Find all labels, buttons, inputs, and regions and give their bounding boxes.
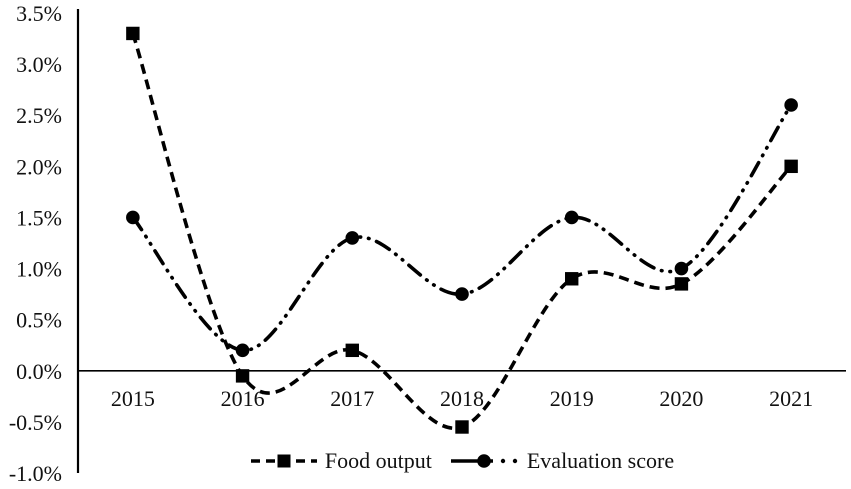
legend-label-evaluation-score: Evaluation score [526,448,675,473]
food-output-marker [235,369,250,383]
food-output-line [131,32,793,430]
food-output-marker [345,343,359,358]
evaluation-score-marker [674,261,689,276]
y-tick-label: -0.5% [9,410,62,435]
evaluation-score-dashdot-line-swatch [450,454,518,468]
y-tick-label: 0.0% [16,359,62,384]
evaluation-score-line [131,103,793,353]
y-tick-label: 0.5% [16,308,62,333]
x-tick-label: 2015 [111,386,155,411]
y-tick-label: 3.0% [16,52,62,77]
legend-item-food-output: Food output [250,450,432,472]
food-output-marker [674,277,689,291]
food-output-marker [565,272,579,286]
x-tick-label: 2020 [659,386,703,411]
food-output-marker [126,26,140,41]
legend-label-food-output: Food output [324,448,432,473]
y-tick-label: 3.5% [16,1,62,26]
x-tick-label: 2017 [330,386,374,411]
x-tick-label: 2021 [769,386,813,411]
evaluation-score-marker [784,98,798,112]
food-output-dashed-line-swatch [250,454,317,468]
series-food-output [126,26,798,434]
y-tick-label: -1.0% [9,461,62,486]
x-axis-labels: 2015 2016 2017 2018 2019 2020 2021 [111,386,813,411]
evaluation-score-marker [126,210,140,225]
chart-legend: Food output Evaluation score [78,450,846,472]
y-tick-label: 2.0% [16,154,62,179]
y-tick-label: 1.0% [16,257,62,282]
evaluation-score-marker [345,231,360,245]
x-tick-label: 2018 [440,386,484,411]
x-tick-label: 2016 [221,386,265,411]
x-tick-label: 2019 [550,386,594,411]
food-output-marker [784,159,798,174]
evaluation-score-marker [235,343,250,358]
y-tick-label: 1.5% [16,205,62,230]
evaluation-score-marker [455,287,469,301]
legend-item-evaluation-score: Evaluation score [450,450,674,472]
evaluation-score-marker [564,210,579,225]
food-output-marker [455,420,469,434]
series-evaluation-score [126,98,798,358]
y-axis-tick-labels: 3.5% 3.0% 2.5% 2.0% 1.5% 1.0% 0.5% 0.0% -0.5% -1.… [9,1,62,486]
y-tick-label: 2.5% [16,103,62,128]
